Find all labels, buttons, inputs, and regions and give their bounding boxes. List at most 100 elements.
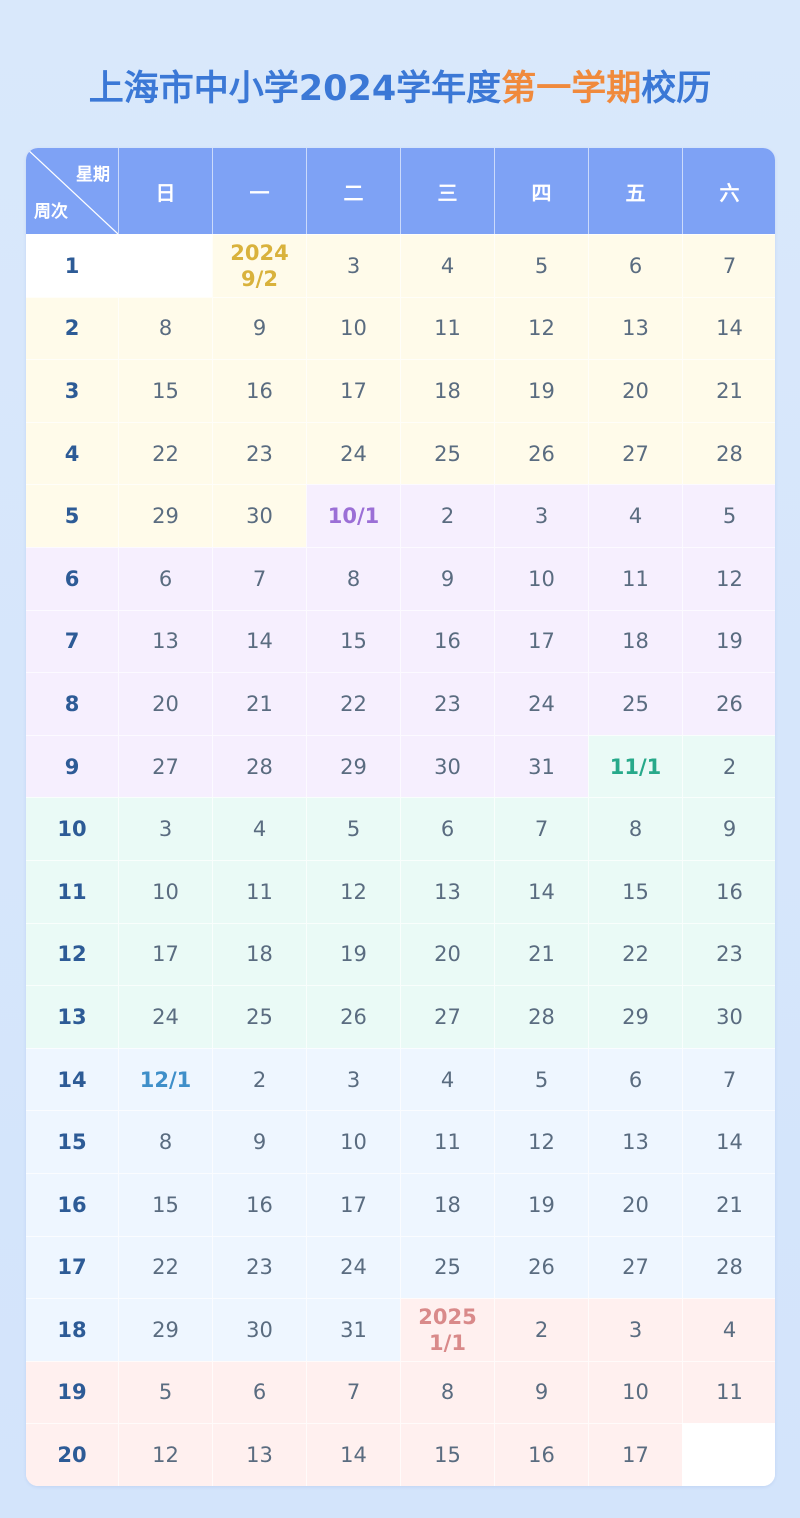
day-cell: 12 — [494, 296, 588, 360]
week-row: 7 13 14 15 16 17 18 19 — [26, 609, 775, 673]
header-day: 五 — [588, 148, 682, 234]
day-cell: 21 — [212, 672, 306, 735]
day-cell: 18 — [400, 1172, 494, 1236]
day-cell: 14 — [682, 296, 775, 360]
day-cell: 13 — [588, 1110, 682, 1173]
week-number: 7 — [26, 609, 118, 673]
header-corner: 星期 周次 — [26, 148, 118, 234]
day-cell: 23 — [212, 421, 306, 485]
week-row: 4 22 23 24 25 26 27 28 — [26, 421, 775, 485]
day-cell: 19 — [306, 922, 400, 986]
week-number: 1 — [26, 234, 118, 297]
week-number: 11 — [26, 859, 118, 923]
day-cell: 7 — [212, 546, 306, 610]
diagonal-line — [26, 148, 118, 234]
day-cell: 12 — [494, 1110, 588, 1173]
day-cell: 22 — [118, 1235, 212, 1299]
week-number: 15 — [26, 1110, 118, 1173]
day-cell: 15 — [118, 359, 212, 422]
day-cell: 6 — [588, 234, 682, 297]
day-cell: 18 — [400, 359, 494, 422]
day-cell: 25 — [588, 672, 682, 735]
day-cell: 30 — [212, 484, 306, 547]
day-cell: 17 — [306, 1172, 400, 1236]
day-cell: 17 — [306, 359, 400, 422]
day-cell: 27 — [588, 421, 682, 485]
day-cell: 21 — [494, 922, 588, 986]
week-number: 6 — [26, 546, 118, 610]
day-cell: 26 — [306, 985, 400, 1048]
week-number: 12 — [26, 922, 118, 986]
day-cell: 10 — [494, 546, 588, 610]
day-cell: 14 — [494, 859, 588, 923]
week-row: 10 3 4 5 6 7 8 9 — [26, 797, 775, 860]
day-cell: 7 — [306, 1360, 400, 1424]
day-cell: 31 — [306, 1298, 400, 1361]
day-cell: 15 — [588, 859, 682, 923]
month-start-cell: 11/1 — [588, 734, 682, 798]
header-day: 三 — [400, 148, 494, 234]
day-cell: 3 — [306, 234, 400, 297]
day-cell: 19 — [494, 359, 588, 422]
day-cell: 13 — [212, 1423, 306, 1486]
title-part-1: 上海市中小学2024学年度 — [88, 69, 502, 109]
day-cell: 23 — [682, 922, 775, 986]
day-cell: 9 — [212, 1110, 306, 1173]
day-cell: 14 — [682, 1110, 775, 1173]
day-cell: 16 — [212, 1172, 306, 1236]
day-cell: 11 — [212, 859, 306, 923]
day-cell: 3 — [306, 1047, 400, 1111]
day-cell: 5 — [494, 234, 588, 297]
week-row: 18 29 30 31 2025 1/1 2 3 4 — [26, 1298, 775, 1361]
day-cell: 14 — [306, 1423, 400, 1486]
day-cell — [682, 1423, 775, 1486]
day-cell: 13 — [118, 609, 212, 673]
day-cell: 10 — [306, 1110, 400, 1173]
week-row: 8 20 21 22 23 24 25 26 — [26, 672, 775, 735]
day-cell: 3 — [118, 797, 212, 860]
day-cell: 25 — [400, 421, 494, 485]
week-number: 16 — [26, 1172, 118, 1236]
day-cell: 24 — [118, 985, 212, 1048]
day-cell: 13 — [400, 859, 494, 923]
week-row: 1 2024 9/2 3 4 5 6 7 — [26, 234, 775, 297]
day-cell: 8 — [306, 546, 400, 610]
day-cell: 7 — [494, 797, 588, 860]
day-cell: 29 — [588, 985, 682, 1048]
day-cell: 16 — [400, 609, 494, 673]
week-number: 10 — [26, 797, 118, 860]
week-number: 20 — [26, 1423, 118, 1486]
day-cell: 29 — [118, 1298, 212, 1361]
day-cell: 26 — [494, 1235, 588, 1299]
week-row: 15 8 9 10 11 12 13 14 — [26, 1110, 775, 1173]
day-cell: 7 — [682, 1047, 775, 1111]
day-cell: 4 — [682, 1298, 775, 1361]
day-cell: 24 — [306, 1235, 400, 1299]
week-number: 19 — [26, 1360, 118, 1424]
day-cell: 5 — [494, 1047, 588, 1111]
day-cell: 28 — [212, 734, 306, 798]
day-cell: 4 — [400, 1047, 494, 1111]
day-cell: 29 — [118, 484, 212, 547]
header-row: 星期 周次 日一二三四五六 — [26, 148, 775, 234]
week-number: 5 — [26, 484, 118, 547]
day-cell: 3 — [494, 484, 588, 547]
day-cell: 26 — [682, 672, 775, 735]
week-row: 9 27 28 29 30 31 11/1 2 — [26, 734, 775, 798]
month-start-cell: 12/1 — [118, 1047, 212, 1111]
day-cell: 4 — [212, 797, 306, 860]
day-cell: 10 — [588, 1360, 682, 1424]
day-cell: 24 — [494, 672, 588, 735]
week-row: 19 5 6 7 8 9 10 11 — [26, 1360, 775, 1424]
day-cell: 11 — [588, 546, 682, 610]
day-cell: 20 — [400, 922, 494, 986]
day-cell: 25 — [400, 1235, 494, 1299]
week-number: 4 — [26, 421, 118, 485]
day-cell: 18 — [212, 922, 306, 986]
day-cell: 19 — [494, 1172, 588, 1236]
day-cell: 4 — [400, 234, 494, 297]
day-cell: 28 — [494, 985, 588, 1048]
week-row: 12 17 18 19 20 21 22 23 — [26, 922, 775, 986]
page-title: 上海市中小学2024学年度第一学期校历 — [0, 60, 800, 111]
day-cell: 16 — [212, 359, 306, 422]
